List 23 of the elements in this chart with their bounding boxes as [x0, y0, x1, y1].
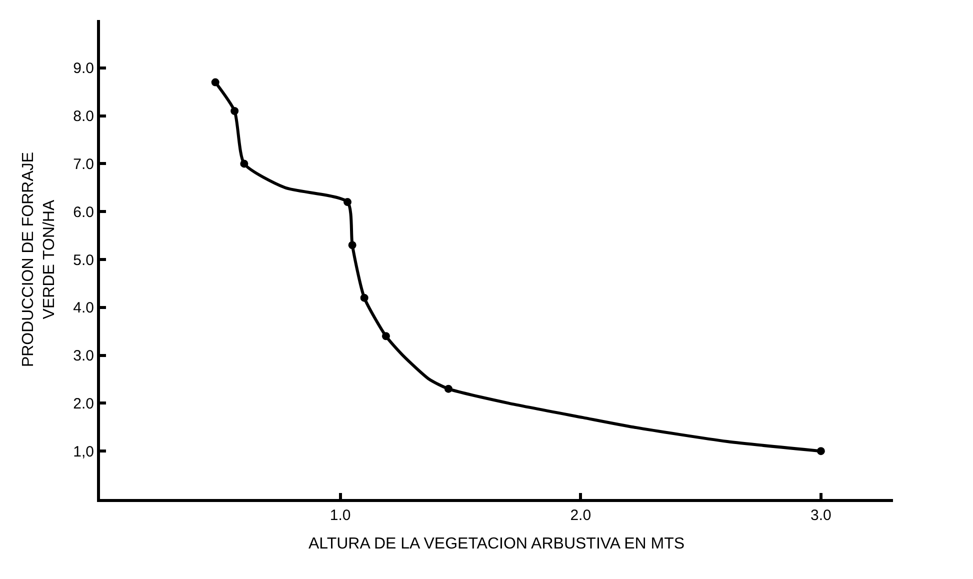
- y-tick-label: 6.0: [73, 204, 94, 221]
- x-tick-label: 1.0: [330, 507, 351, 524]
- y-tick-label: 2.0: [73, 395, 94, 412]
- x-axis-title: ALTURA DE LA VEGETACION ARBUSTIVA EN MTS: [308, 536, 685, 553]
- y-tick-label: 7.0: [73, 156, 94, 173]
- y-tick-label: 3.0: [73, 348, 94, 365]
- y-tick-label: 4.0: [73, 300, 94, 317]
- y-tick-label: 9.0: [73, 60, 94, 78]
- point: [444, 384, 452, 393]
- point: [360, 294, 368, 302]
- y-tick-label: 5.0: [73, 252, 94, 269]
- point: [211, 78, 220, 86]
- point: [230, 107, 239, 116]
- y-axis-title: PRODUCCION DE FORRAJE VERDE TON/HA: [20, 152, 58, 368]
- point: [348, 241, 356, 250]
- point: [382, 332, 390, 340]
- point: [816, 447, 825, 456]
- y-tick-label: 1,0: [73, 443, 94, 460]
- x-tick-label: 2.0: [570, 507, 592, 524]
- point: [240, 160, 248, 168]
- point: [344, 198, 352, 206]
- y-tick-label: 8.0: [73, 108, 94, 126]
- x-tick-label: 3.0: [810, 507, 832, 524]
